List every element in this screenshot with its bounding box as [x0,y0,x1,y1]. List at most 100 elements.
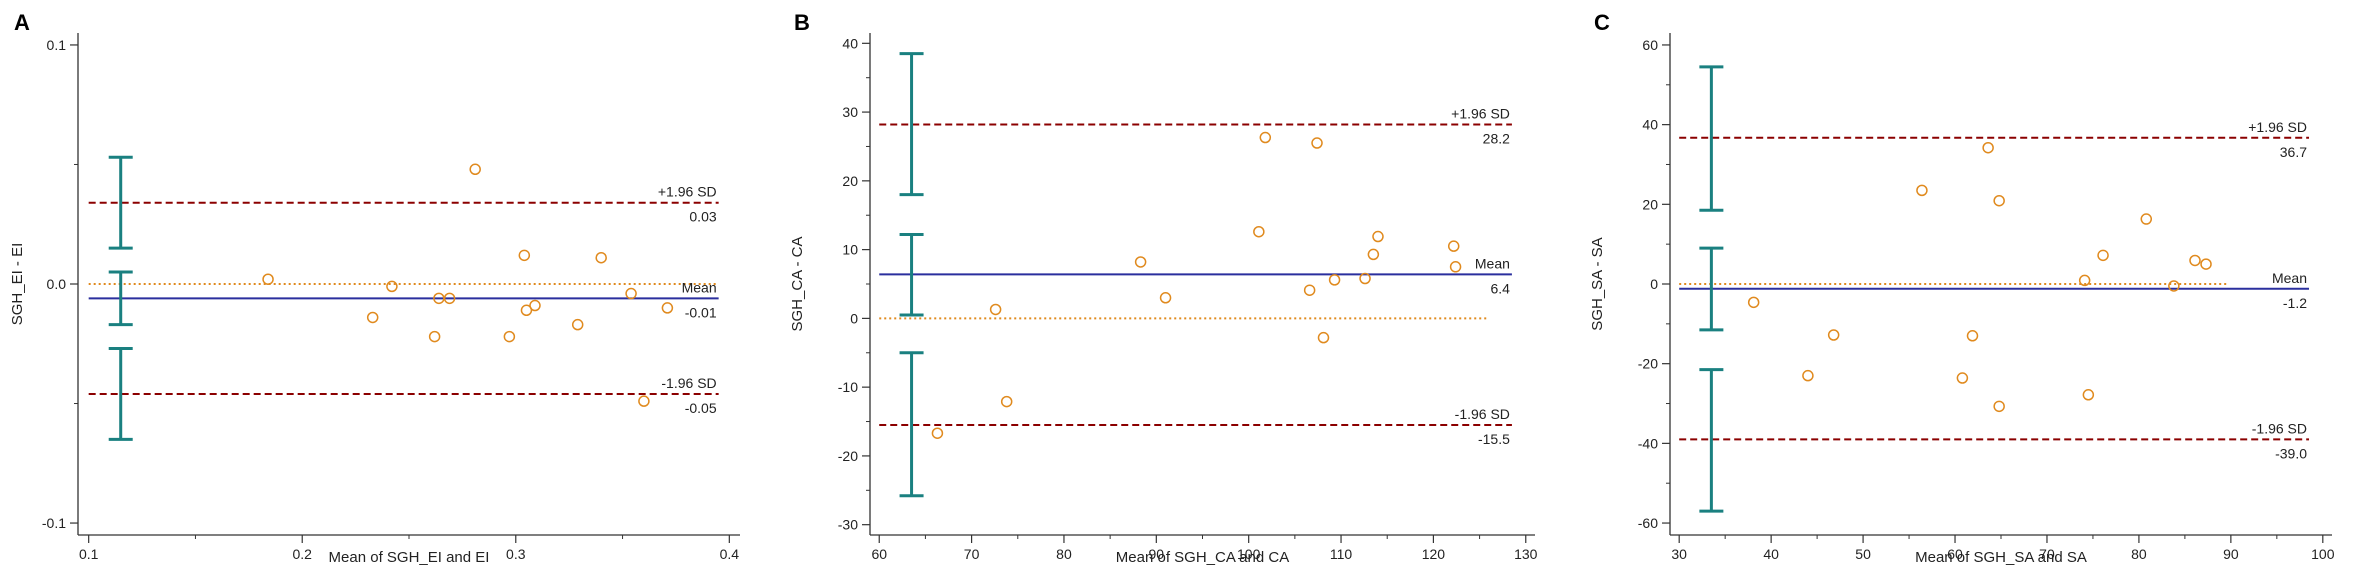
data-point [2189,254,2201,267]
data-point [1303,284,1316,296]
panel-b: B 60 70 80 90 100 110 120 130 -30 -20 -10 0 10 20 30 40 M… [780,0,1560,583]
data-point [386,280,398,293]
x-tick-label: 90 [2223,546,2239,562]
x-tick-label: 60 [1947,546,1963,562]
data-point [1993,194,2005,207]
upper-limit-value: 36.7 [2280,144,2307,160]
y-tick-label: -40 [1638,435,1658,451]
data-point [2097,249,2109,262]
upper-limit-value: 28.2 [1483,130,1510,146]
x-tick-label: 130 [1514,546,1538,562]
y-tick-label: 40 [842,35,858,51]
y-tick-label: -60 [1638,515,1658,531]
y-tick-label: -20 [1638,356,1658,372]
data-point [2168,280,2180,292]
data-point [2200,258,2212,270]
y-axis-title: SGH_CA - CA [789,236,806,331]
data-point [1449,261,1462,273]
data-point [1447,240,1460,252]
data-point [638,395,650,407]
mean-label: Mean [1475,255,1510,271]
data-point [1311,137,1323,149]
upper-limit-label: +1.96 SD [658,184,717,200]
x-tick-label: 80 [2131,546,2147,562]
panel-label: C [1594,10,1610,35]
panel-label: A [14,10,30,35]
mean-value: -0.01 [685,304,717,320]
data-point [1827,329,1840,341]
mean-label: Mean [682,279,717,295]
lower-limit-label: -1.96 SD [661,375,716,391]
data-point [520,304,533,317]
y-tick-label: -30 [838,517,858,533]
upper-limit-label: +1.96 SD [1451,105,1510,121]
mean-value: 6.4 [1490,280,1510,296]
y-tick-label: 10 [842,242,858,258]
data-point [1956,372,1969,384]
y-tick-label: 0.0 [47,276,67,292]
data-point [2078,274,2091,287]
data-point [529,299,541,312]
data-point [1259,131,1272,144]
x-tick-label: 120 [1422,546,1446,562]
y-tick-label: 0.1 [47,37,67,53]
y-tick-label: 0 [1650,276,1658,292]
data-point [661,302,674,314]
data-point [1747,296,1760,309]
x-axis-title: Mean of SGH_SA and SA [1915,549,2087,566]
data-point [1159,292,1172,304]
y-tick-label: -20 [838,448,858,464]
data-point [2140,213,2153,225]
y-tick-label: 0 [850,310,858,326]
y-tick-label: -0.1 [42,515,66,531]
x-tick-label: 40 [1763,546,1779,562]
data-point [503,330,516,343]
data-point [469,163,481,176]
x-axis-title: Mean of SGH_EI and EI [329,549,490,566]
lower-limit-label: -1.96 SD [1455,406,1510,422]
upper-limit-label: +1.96 SD [2248,119,2307,135]
y-tick-label: 60 [1642,37,1658,53]
y-tick-label: 20 [842,173,858,189]
data-point [2082,389,2095,401]
y-tick-label: 40 [1642,117,1658,133]
data-point [1916,184,1928,197]
chart-b: B 60 70 80 90 100 110 120 130 -30 -20 -10 0 10 20 30 40 M… [789,10,1538,566]
data-point [1802,369,1814,382]
y-tick-label: 30 [842,104,858,120]
x-tick-label: 30 [1671,546,1687,562]
data-point [1328,274,1341,286]
y-tick-label: 20 [1642,196,1658,212]
data-point [1982,141,1994,154]
lower-limit-value: -15.5 [1478,431,1510,447]
x-tick-label: 110 [1330,546,1353,562]
data-point [1134,256,1147,268]
data-point [571,318,584,331]
panel-a: A 0.1 0.2 0.3 0.4 -0.1 0.0 0.1 Mean of SGH_EI an… [0,0,760,583]
x-tick-label: 0.4 [720,546,740,562]
data-point [1966,330,1979,342]
x-tick-label: 50 [1855,546,1871,562]
data-point [428,330,441,343]
data-point [1317,331,1330,344]
x-axis-title: Mean of SGH_CA and CA [1116,549,1289,566]
x-tick-label: 100 [2311,546,2335,562]
data-point [931,427,944,439]
mean-label: Mean [2272,270,2307,286]
lower-limit-value: -0.05 [685,400,717,416]
y-axis-title: SGH_SA - SA [1589,237,1606,330]
x-tick-label: 0.3 [506,546,526,562]
x-tick-label: 100 [1237,546,1261,562]
data-point [625,287,637,300]
data-point [1359,272,1371,285]
x-tick-label: 0.2 [292,546,312,562]
data-point [595,251,607,264]
data-point [1253,225,1265,238]
mean-value: -1.2 [2283,295,2307,311]
chart-a: A 0.1 0.2 0.3 0.4 -0.1 0.0 0.1 Mean of SGH_EI an… [9,10,740,566]
data-point [366,311,379,324]
y-tick-label: -10 [838,379,858,395]
data-point [262,273,274,285]
lower-limit-label: -1.96 SD [2252,420,2307,436]
